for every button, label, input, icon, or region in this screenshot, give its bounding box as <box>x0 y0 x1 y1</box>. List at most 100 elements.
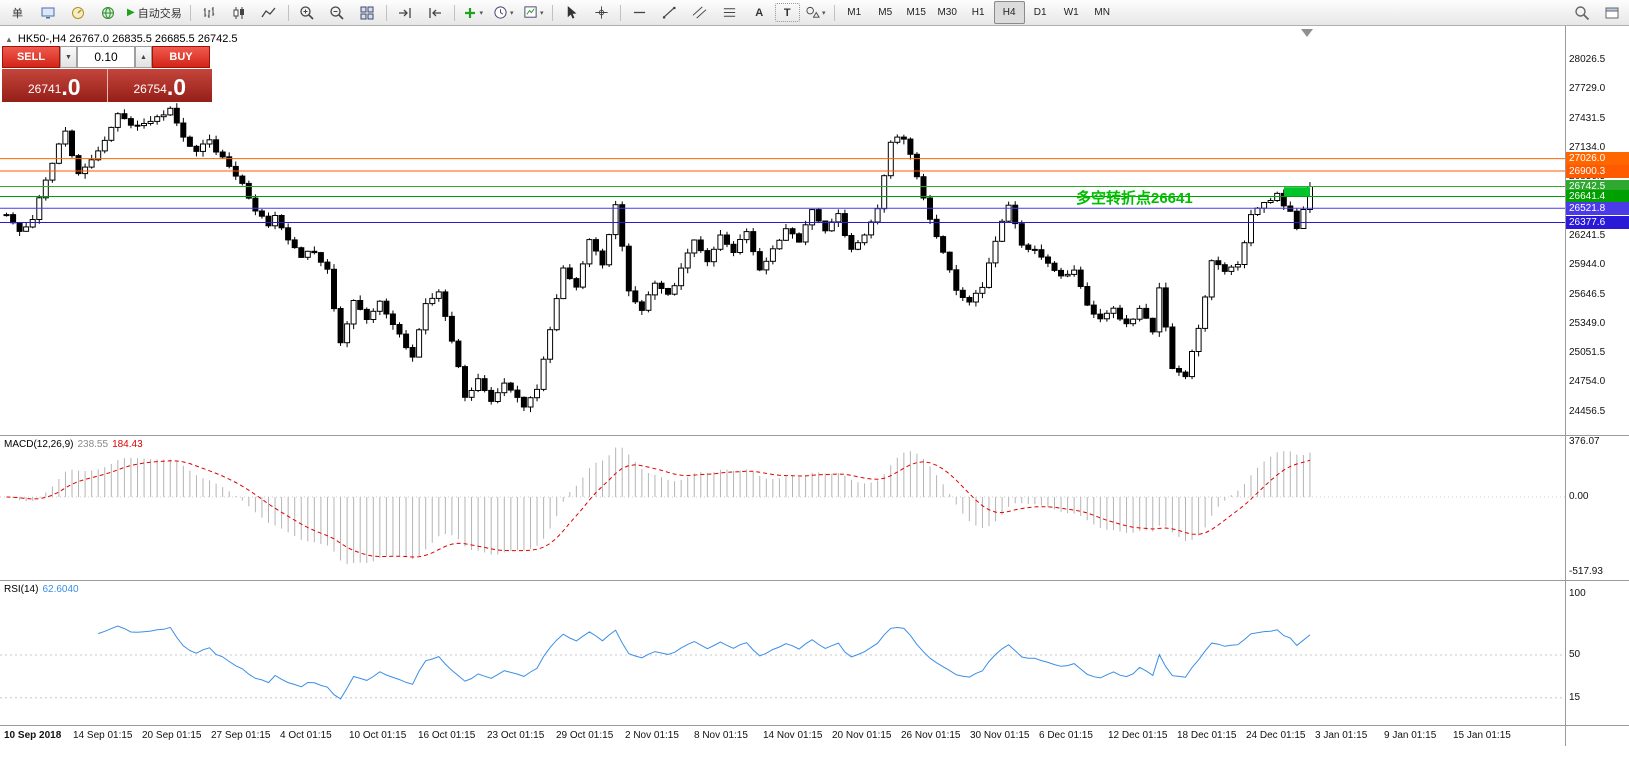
time-axis-label: 30 Nov 01:15 <box>970 730 1030 741</box>
price-level-badge: 26900.3 <box>1566 164 1629 178</box>
shapes-tool[interactable]: ▾ <box>801 1 830 24</box>
new-window-button[interactable] <box>1597 1 1626 24</box>
time-axis-label: 29 Oct 01:15 <box>556 730 614 741</box>
tile-windows-icon <box>359 5 375 21</box>
volume-up-button[interactable]: ▲ <box>135 46 152 68</box>
time-axis-label: 15 Jan 01:15 <box>1453 730 1511 741</box>
separator <box>551 4 553 21</box>
line-chart-button[interactable] <box>255 1 284 24</box>
price-tick: 26241.5 <box>1569 229 1606 241</box>
new-window-icon <box>1604 5 1620 21</box>
rsi-value: 62.6040 <box>42 584 79 595</box>
terminal-button[interactable] <box>33 1 62 24</box>
bar-chart-button[interactable] <box>195 1 224 24</box>
bottom-filler <box>0 746 1629 773</box>
price-tick: 24754.0 <box>1569 376 1606 388</box>
price-tick: 25349.0 <box>1569 317 1606 329</box>
zoom-out-button[interactable] <box>323 1 352 24</box>
template-icon <box>523 5 538 20</box>
timeframe-h4[interactable]: H4 <box>993 1 1025 24</box>
chevron-down-icon: ▾ <box>821 9 826 17</box>
volume-input[interactable] <box>77 46 135 68</box>
chevron-down-icon: ▾ <box>539 9 544 17</box>
buy-price-button[interactable]: 26754.0 <box>107 69 212 102</box>
rsi-scale-tick: 100 <box>1569 588 1586 599</box>
sell-price-main: 26741 <box>27 82 62 96</box>
time-axis-label: 16 Oct 01:15 <box>418 730 476 741</box>
separator <box>453 4 455 21</box>
macd-canvas[interactable] <box>0 436 1565 580</box>
price-level-badge: 26377.6 <box>1566 216 1629 229</box>
trendline-tool[interactable] <box>655 1 684 24</box>
cursor-icon <box>564 5 579 20</box>
main-price-scale[interactable]: 28026.527729.027431.527134.026836.526539… <box>1565 26 1629 435</box>
chart-shift-button[interactable] <box>421 1 450 24</box>
timeframe-mn[interactable]: MN <box>1094 7 1110 18</box>
tester-button[interactable] <box>63 1 92 24</box>
macd-scale-tick: 0.00 <box>1569 491 1589 502</box>
rsi-label-bar: RSI(14) 62.6040 <box>4 584 79 595</box>
rsi-scale-tick: 15 <box>1569 691 1581 703</box>
crosshair-button[interactable] <box>587 1 616 24</box>
new-order-button[interactable]: 单 <box>12 7 23 20</box>
time-axis-corner <box>1565 726 1629 746</box>
search-button[interactable] <box>1567 1 1596 24</box>
timeframe-m30[interactable]: M30 <box>937 7 957 18</box>
separator <box>189 4 191 21</box>
timeframe-m15[interactable]: M15 <box>906 7 926 18</box>
timeframe-w1[interactable]: W1 <box>1063 7 1079 18</box>
auto-scroll-button[interactable] <box>391 1 420 24</box>
auto-trading-button[interactable]: ▶ 自动交易 <box>123 1 186 24</box>
navigator-icon <box>100 5 116 21</box>
cursor-button[interactable] <box>557 1 586 24</box>
play-icon: ▶ <box>127 7 135 18</box>
volume-down-button[interactable]: ▼ <box>60 46 77 68</box>
horizontal-line-icon <box>632 5 647 20</box>
time-axis-label: 18 Dec 01:15 <box>1177 730 1237 741</box>
time-axis-label: 23 Oct 01:15 <box>487 730 545 741</box>
fibonacci-tool[interactable] <box>715 1 744 24</box>
add-indicator-button[interactable]: ▾ <box>459 1 488 24</box>
rsi-canvas[interactable] <box>0 581 1565 725</box>
main-chart-row: ▲ HK50-,H4 26767.0 26835.5 26685.5 26742… <box>0 26 1629 435</box>
timeframe-m5[interactable]: M5 <box>878 7 893 18</box>
candlestick-chart-icon <box>231 5 247 21</box>
separator <box>385 4 387 21</box>
chart-shift-icon <box>427 5 443 21</box>
time-axis[interactable]: 10 Sep 2018 14 Sep 01:15 20 Sep 01:15 27 Se… <box>0 726 1565 746</box>
rsi-panel: RSI(14) 62.6040 <box>0 581 1565 725</box>
macd-scale[interactable]: 376.07 0.00 -517.93 <box>1565 436 1629 580</box>
timeframe-h1[interactable]: H1 <box>971 7 985 18</box>
candlestick-chart-button[interactable] <box>225 1 254 24</box>
timeframe-d1[interactable]: D1 <box>1033 7 1047 18</box>
rsi-label: RSI(14) <box>4 584 39 595</box>
auto-trading-label: 自动交易 <box>137 7 182 20</box>
timeframe-m1[interactable]: M1 <box>847 7 862 18</box>
buy-price-fraction: .0 <box>166 74 187 100</box>
zoom-in-button[interactable] <box>293 1 322 24</box>
templates-button[interactable]: ▾ <box>519 1 548 24</box>
price-tick: 25051.5 <box>1569 347 1606 359</box>
rsi-row: RSI(14) 62.6040 100 50 15 <box>0 580 1629 725</box>
time-axis-row: 10 Sep 2018 14 Sep 01:15 20 Sep 01:15 27 Se… <box>0 725 1629 746</box>
buy-price-main: 26754 <box>133 82 167 96</box>
text-label-tool[interactable]: T <box>774 3 800 22</box>
channel-tool[interactable] <box>685 1 714 24</box>
main-chart-canvas[interactable] <box>0 26 1565 435</box>
periods-button[interactable]: ▾ <box>489 1 518 24</box>
terminal-icon <box>40 5 56 21</box>
buy-button[interactable]: BUY <box>152 46 210 68</box>
sell-price-button[interactable]: 26741.0 <box>2 69 108 102</box>
sell-button[interactable]: SELL <box>2 46 60 68</box>
tile-windows-button[interactable] <box>353 1 382 24</box>
time-axis-label: 20 Sep 01:15 <box>142 730 202 741</box>
navigator-button[interactable] <box>93 1 122 24</box>
zoom-in-icon <box>299 5 315 21</box>
horizontal-line-tool[interactable] <box>625 1 654 24</box>
macd-signal-value: 184.43 <box>112 439 143 450</box>
chevron-down-icon: ▾ <box>509 9 514 17</box>
one-click-toggle-icon[interactable]: ▲ <box>5 34 13 44</box>
time-axis-label: 6 Dec 01:15 <box>1039 730 1093 741</box>
text-tool[interactable]: A <box>755 6 764 19</box>
bar-chart-icon <box>201 5 217 21</box>
